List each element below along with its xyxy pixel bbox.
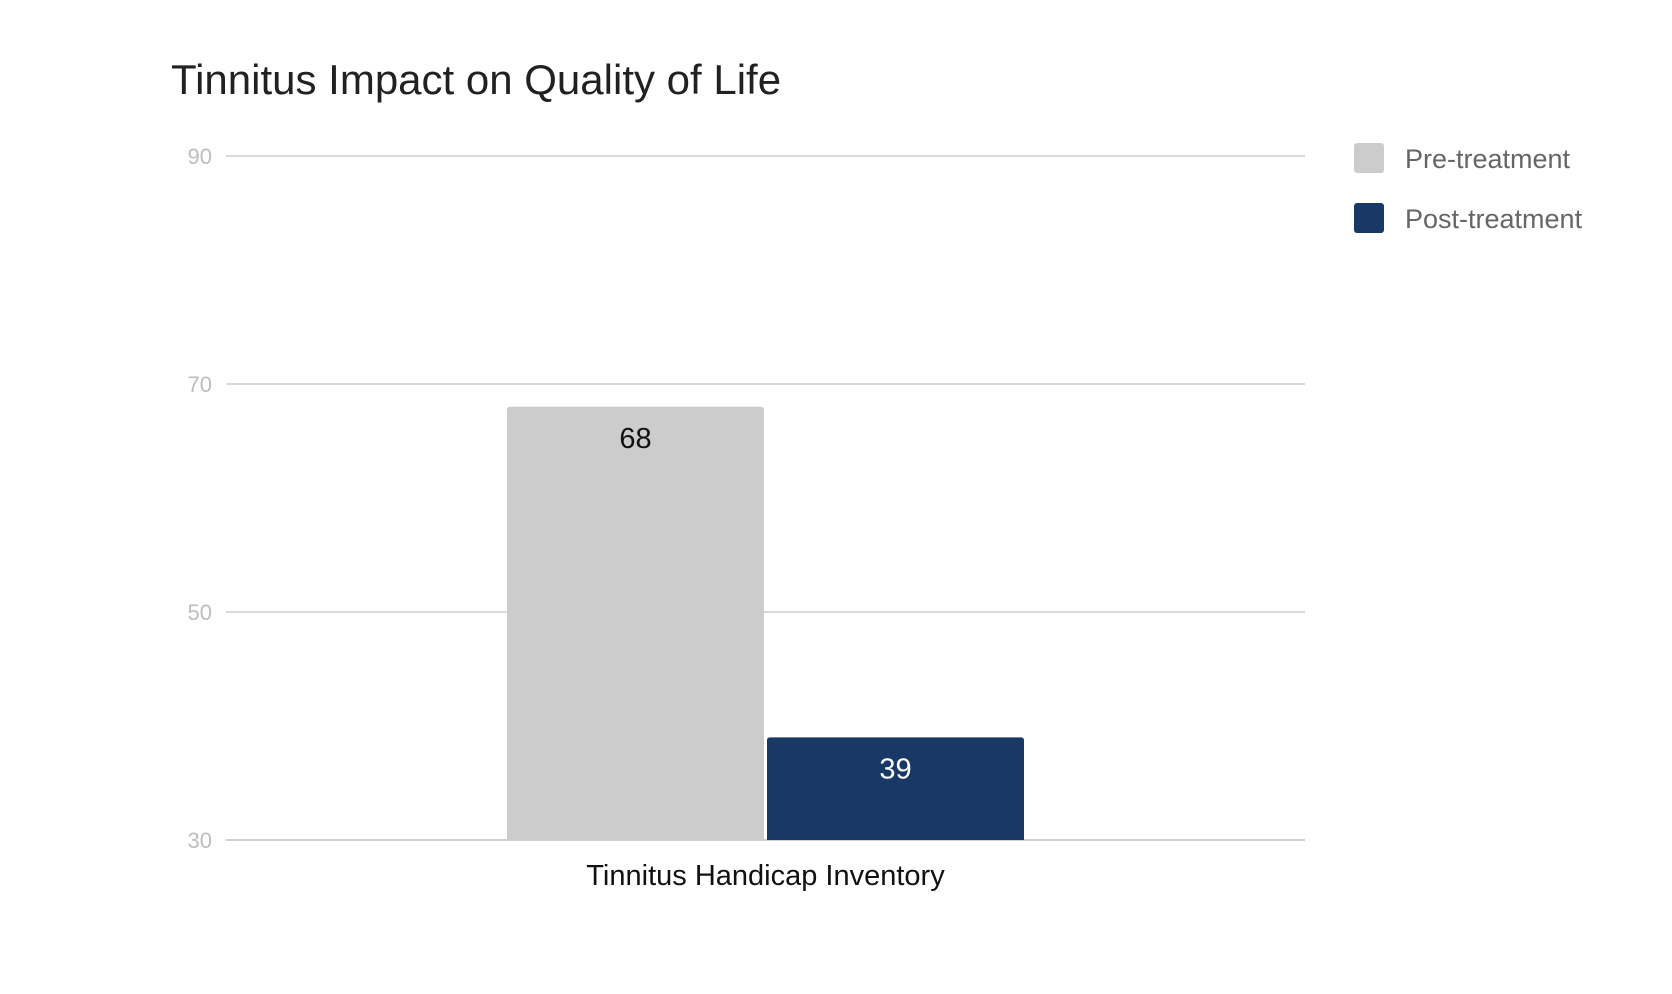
y-tick-label: 70	[188, 372, 212, 397]
legend-label: Pre-treatment	[1405, 144, 1571, 174]
legend-label: Post-treatment	[1405, 204, 1583, 234]
y-tick-label: 30	[188, 828, 212, 853]
legend-swatch	[1354, 143, 1384, 173]
data-label: 68	[619, 423, 651, 455]
legend: Pre-treatment Post-treatment	[1354, 143, 1583, 234]
category-axis: Tinnitus Handicap Inventory	[586, 860, 945, 892]
category-label: Tinnitus Handicap Inventory	[586, 860, 945, 892]
data-labels: 68 39	[619, 423, 911, 786]
y-axis-ticks: 30 50 70 90	[188, 144, 212, 853]
chart-title: Tinnitus Impact on Quality of Life	[171, 56, 781, 103]
legend-swatch	[1354, 203, 1384, 233]
y-tick-label: 50	[188, 600, 212, 625]
y-tick-label: 90	[188, 144, 212, 169]
bars	[507, 406, 1024, 840]
bar-post-treatment	[767, 737, 1024, 840]
gridlines	[226, 155, 1305, 841]
data-label: 39	[879, 753, 911, 785]
bar-pre-treatment	[507, 406, 764, 840]
